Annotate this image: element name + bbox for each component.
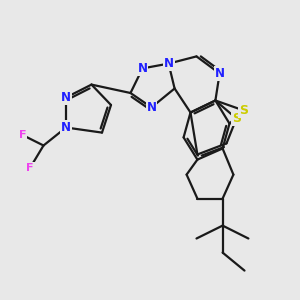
- Text: S: S: [239, 104, 248, 117]
- Text: S: S: [232, 112, 241, 125]
- Text: N: N: [61, 91, 71, 104]
- Text: N: N: [146, 101, 157, 114]
- Text: F: F: [26, 163, 34, 173]
- Text: F: F: [19, 130, 26, 140]
- Text: N: N: [61, 121, 71, 134]
- Text: N: N: [137, 62, 148, 75]
- Text: N: N: [164, 57, 174, 70]
- Text: N: N: [214, 67, 225, 80]
